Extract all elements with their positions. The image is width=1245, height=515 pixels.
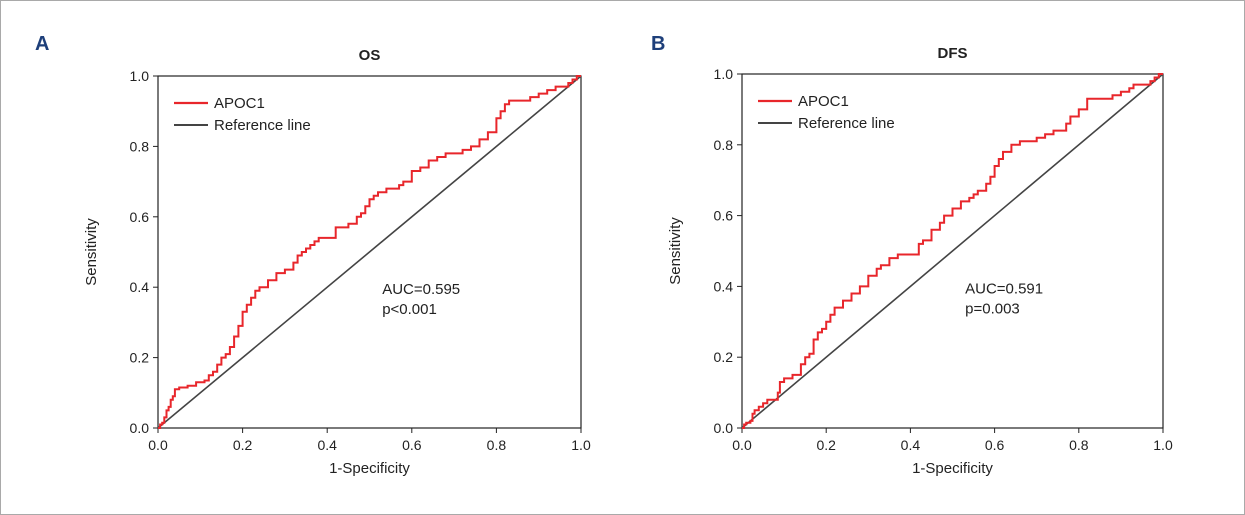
panel-b: B DFS 0.0 0.2 0.4 0.6 0.8 1.0 0.0 0.2 0.4 0.6 0.8 1.… xyxy=(581,1,1201,514)
y-tick-label: 0.2 xyxy=(130,350,150,366)
y-tick-label: 0.4 xyxy=(130,279,150,295)
x-tick-label: 0.2 xyxy=(233,437,253,453)
legend-label-reference: Reference line xyxy=(214,117,311,134)
legend-label-apoc1: APOC1 xyxy=(798,93,849,110)
y-tick-label: 0.2 xyxy=(714,349,734,365)
x-tick-label: 1.0 xyxy=(571,437,591,453)
chart-title: OS xyxy=(359,47,381,64)
y-axis-label: Sensitivity xyxy=(667,217,684,285)
x-tick-label: 1.0 xyxy=(1153,437,1173,453)
y-tick-label: 1.0 xyxy=(714,66,734,82)
y-tick-label: 0.8 xyxy=(714,137,734,153)
p-value-annotation: p=0.003 xyxy=(965,300,1020,317)
y-tick-label: 0.6 xyxy=(714,208,734,224)
x-tick-label: 0.8 xyxy=(487,437,507,453)
x-tick-label: 0.4 xyxy=(317,437,337,453)
legend-label-reference: Reference line xyxy=(798,115,895,132)
auc-annotation: AUC=0.591 xyxy=(965,280,1043,297)
y-axis-label: Sensitivity xyxy=(83,218,100,286)
x-tick-label: 0.2 xyxy=(816,437,836,453)
chart-title: DFS xyxy=(938,45,968,62)
plot-area xyxy=(157,75,582,429)
roc-curve-apoc1 xyxy=(158,75,581,429)
panel-letter-a: A xyxy=(35,33,50,55)
auc-annotation: AUC=0.595 xyxy=(382,281,460,298)
y-tick-label: 0.0 xyxy=(714,420,734,436)
roc-curve-apoc1 xyxy=(742,73,1163,429)
x-tick-label: 0.0 xyxy=(148,437,168,453)
panel-letter-b: B xyxy=(651,33,666,55)
roc-chart-os: OS 0.0 0.2 0.4 0.6 0.8 1.0 0.0 0.2 0.4 0.6 0.8 1.0 1-… xyxy=(83,47,591,477)
p-value-annotation: p<0.001 xyxy=(382,301,437,318)
y-tick-label: 1.0 xyxy=(130,68,150,84)
legend-label-apoc1: APOC1 xyxy=(214,95,265,112)
roc-chart-dfs: DFS 0.0 0.2 0.4 0.6 0.8 1.0 0.0 0.2 0.4 0.6 0.8 1.0 1… xyxy=(667,45,1173,477)
x-tick-label: 0.4 xyxy=(901,437,921,453)
x-tick-label: 0.8 xyxy=(1069,437,1089,453)
reference-line xyxy=(741,73,1164,429)
x-tick-label: 0.6 xyxy=(985,437,1005,453)
x-axis-label: 1-Specificity xyxy=(329,460,410,477)
y-tick-label: 0.4 xyxy=(714,278,734,294)
plot-area xyxy=(741,73,1164,429)
panel-a: A OS 0.0 0.2 0.4 0.6 0.8 1.0 0.0 0.2 0.4 0.6 0.8 1.0… xyxy=(1,1,621,514)
y-tick-label: 0.0 xyxy=(130,420,150,436)
y-tick-label: 0.6 xyxy=(130,209,150,225)
y-tick-label: 0.8 xyxy=(130,138,150,154)
x-axis-label: 1-Specificity xyxy=(912,460,993,477)
x-tick-label: 0.0 xyxy=(732,437,752,453)
x-tick-label: 0.6 xyxy=(402,437,422,453)
reference-line xyxy=(157,75,582,429)
